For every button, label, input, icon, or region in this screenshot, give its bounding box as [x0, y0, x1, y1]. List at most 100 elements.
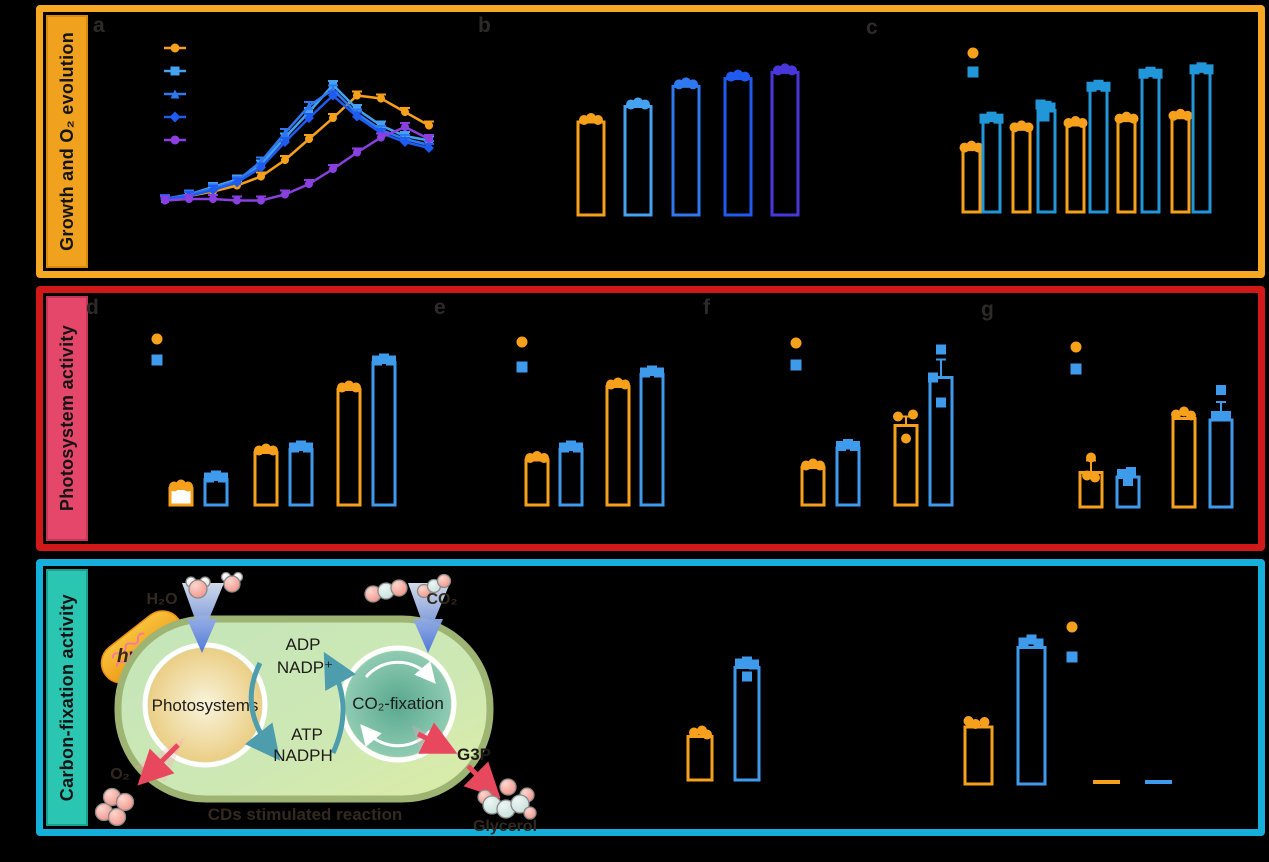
square-marker [386, 355, 396, 366]
bar [733, 666, 761, 782]
square-marker [289, 442, 299, 453]
panel-i-bar-chart [640, 630, 810, 782]
panel-b-bar-chart [560, 60, 810, 217]
panel-letter-a: a [93, 14, 105, 37]
bar [639, 373, 665, 507]
bar [800, 466, 826, 507]
bar [770, 70, 800, 217]
diamond-marker [304, 113, 314, 123]
bar [576, 120, 606, 217]
bar [253, 451, 279, 507]
circle-marker [377, 133, 385, 142]
diagram-caption: CDs stimulated reaction [208, 805, 403, 824]
chart-b-svg [576, 63, 800, 217]
triangle-marker [281, 129, 289, 137]
circle-marker [1086, 452, 1096, 463]
circle-marker [740, 71, 750, 82]
bar [723, 77, 753, 217]
series-royalblue [164, 93, 430, 201]
circle-marker [1186, 410, 1196, 421]
square-marker [1086, 81, 1097, 92]
circle-marker [1182, 110, 1193, 121]
nadph-label: NADPH [273, 746, 333, 765]
square-marker [928, 372, 938, 383]
circle-marker [908, 409, 918, 420]
circle-marker [185, 195, 193, 203]
legend-orange-marker [967, 47, 979, 59]
series-blue [164, 87, 430, 201]
bar [1208, 418, 1234, 509]
circle-marker [281, 156, 289, 164]
circle-marker [787, 65, 797, 76]
chart-c-svg [959, 47, 1214, 214]
legend-dblue-marker [151, 354, 163, 366]
square-marker [1117, 469, 1127, 479]
square-marker [742, 671, 752, 682]
circle-marker [209, 195, 217, 203]
chart-f-svg [790, 337, 954, 507]
square-marker [735, 658, 745, 669]
circle-marker [973, 142, 984, 153]
g3p-arrow [416, 722, 458, 754]
circle-marker [353, 91, 361, 100]
square-marker [936, 344, 946, 355]
legend-violet-marker [170, 135, 180, 145]
chart-i-svg [686, 656, 761, 782]
circle-marker [815, 460, 825, 471]
photosystems-circle [148, 648, 262, 762]
circle-marker [640, 99, 650, 110]
square-marker [850, 441, 860, 451]
photosystems-label: Photosystems [152, 696, 259, 715]
square-marker [305, 108, 313, 116]
co2-input-arrow [408, 583, 450, 653]
bar [371, 361, 397, 507]
square-marker [1196, 62, 1207, 73]
co2-molecules [364, 573, 452, 603]
square-marker [573, 442, 583, 453]
square-marker [204, 472, 214, 483]
diamond-marker [424, 143, 434, 153]
legend-cblue-marker [967, 66, 979, 78]
square-marker [211, 470, 221, 481]
panel-f-grouped-bar-chart [790, 330, 965, 507]
diamond-marker [352, 111, 362, 122]
square-marker [1189, 64, 1200, 75]
bar-solid [1145, 780, 1172, 784]
section-label-strip-growth: Growth and O₂ evolution [46, 15, 88, 268]
square-marker [372, 355, 382, 366]
circle-marker [401, 123, 409, 131]
bar [336, 388, 362, 507]
square-marker [303, 442, 313, 453]
square-marker [1100, 81, 1111, 92]
circle-marker [425, 135, 433, 143]
square-marker [1211, 411, 1221, 421]
h2o-label: H₂O [146, 591, 177, 608]
square-marker [1039, 111, 1050, 122]
circle-marker [970, 719, 981, 729]
panel-letter-f: f [703, 296, 710, 319]
circle-marker [401, 108, 409, 116]
bar [671, 84, 701, 217]
section-growth-o2-evolution: Growth and O₂ evolution [36, 5, 1265, 278]
panel-e-grouped-bar-chart [510, 330, 675, 507]
circle-marker [1171, 409, 1181, 420]
circle-marker [353, 148, 361, 157]
bar [288, 448, 314, 507]
square-marker [296, 440, 306, 451]
square-marker [749, 659, 759, 670]
legend-dblue-marker [516, 361, 528, 373]
square-marker [1203, 64, 1214, 75]
circle-marker [377, 94, 385, 103]
square-marker [1026, 634, 1037, 645]
square-marker [1093, 79, 1104, 90]
series-orange [164, 94, 430, 201]
bar [928, 376, 954, 507]
circle-marker [702, 729, 712, 740]
square-marker [1216, 385, 1226, 395]
bar [1011, 127, 1032, 214]
square-marker [218, 472, 228, 483]
circle-marker [1090, 472, 1100, 483]
nadp-label: NADP⁺ [277, 658, 333, 677]
carbon-fixation-diagram: hν Photosystems CO₂-fixation ADP NADP⁺ A… [94, 571, 537, 835]
